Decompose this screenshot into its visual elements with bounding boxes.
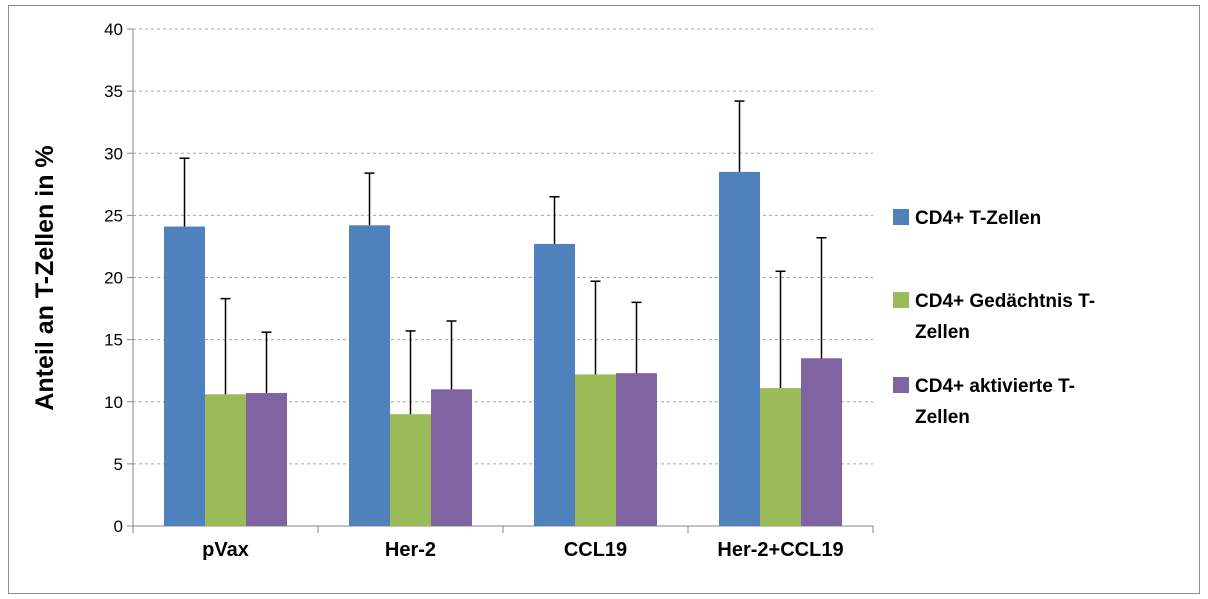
y-tick-label: 20 xyxy=(104,269,123,288)
y-tick-label: 40 xyxy=(104,20,123,39)
y-tick-label: 10 xyxy=(104,393,123,412)
x-tick-label: CCL19 xyxy=(564,539,627,561)
bar xyxy=(534,243,575,526)
bar xyxy=(801,358,842,526)
y-tick-label: 5 xyxy=(114,455,123,474)
y-tick-label: 25 xyxy=(104,206,123,225)
bar xyxy=(164,226,205,526)
bar xyxy=(760,388,801,526)
y-tick-label: 30 xyxy=(104,144,123,163)
bar xyxy=(246,393,287,526)
x-tick-label: Her-2 xyxy=(385,539,436,561)
legend-label: Zellen xyxy=(915,322,970,343)
bar xyxy=(575,374,616,526)
y-tick-label: 0 xyxy=(114,517,123,536)
legend-label: Zellen xyxy=(915,407,970,428)
y-tick-label: 35 xyxy=(104,82,123,101)
y-axis-title: Anteil an T-Zellen in % xyxy=(31,145,59,410)
legend-label: CD4+ Gedächtnis T- xyxy=(915,291,1095,312)
legend-swatch xyxy=(893,209,909,225)
y-tick-label: 15 xyxy=(104,331,123,350)
x-tick-label: Her-2+CCL19 xyxy=(717,539,843,561)
bar xyxy=(390,414,431,526)
bar xyxy=(431,389,472,526)
x-tick-label: pVax xyxy=(202,539,249,561)
legend-swatch xyxy=(893,292,909,308)
bar xyxy=(349,225,390,526)
bar xyxy=(205,394,246,526)
bar xyxy=(616,373,657,526)
bar xyxy=(719,171,760,526)
legend-label: CD4+ aktivierte T- xyxy=(915,376,1075,397)
legend-label: CD4+ T-Zellen xyxy=(915,208,1041,229)
legend-swatch xyxy=(893,377,909,393)
